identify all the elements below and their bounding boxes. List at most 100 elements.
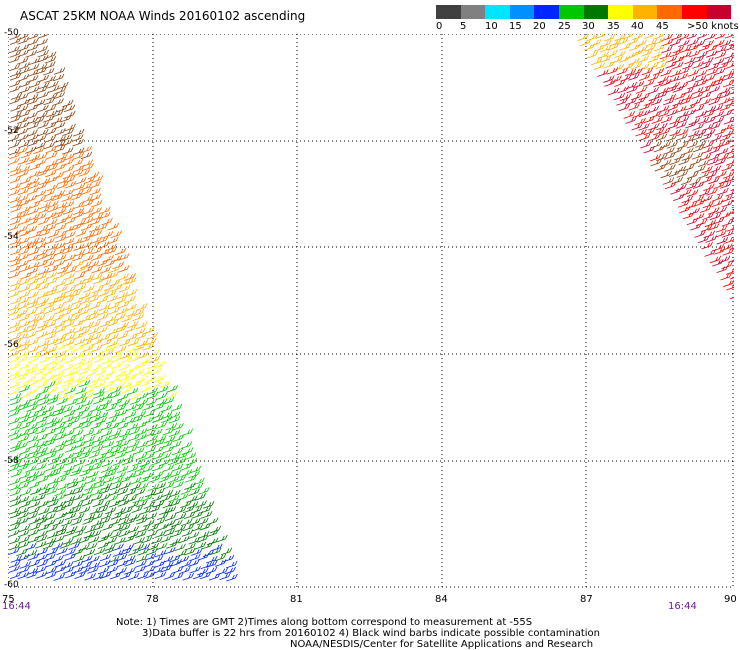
- wind-barb: [683, 163, 695, 172]
- wind-barb: [68, 416, 80, 425]
- note-line-2: 3)Data buffer is 22 hrs from 20160102 4)…: [142, 628, 600, 639]
- wind-barb: [61, 561, 74, 569]
- wind-barb: [698, 171, 710, 179]
- wind-barb: [44, 553, 56, 562]
- wind-barb: [692, 61, 704, 69]
- wind-barb: [51, 378, 63, 387]
- wind-barb: [19, 399, 31, 407]
- wind-barb: [688, 117, 701, 126]
- wind-barb: [27, 411, 40, 419]
- wind-barb: [691, 152, 704, 160]
- wind-speed-color-scale: [436, 5, 732, 19]
- wind-barb: [99, 266, 111, 274]
- wind-barb: [35, 571, 48, 579]
- wind-barb: [9, 453, 22, 462]
- wind-barb: [662, 177, 675, 185]
- wind-barb: [185, 458, 197, 466]
- wind-barb: [10, 279, 22, 287]
- wind-barb: [595, 34, 606, 39]
- wind-barb: [684, 102, 696, 111]
- wind-barb: [635, 39, 647, 47]
- wind-barb: [98, 289, 110, 297]
- wind-barb: [163, 435, 176, 444]
- wind-barb: [8, 372, 21, 381]
- wind-barb: [625, 97, 637, 106]
- legend-label: 20: [533, 21, 546, 32]
- wind-barb: [698, 188, 711, 197]
- wind-barb: [55, 217, 68, 225]
- wind-barb: [622, 34, 634, 40]
- wind-barb: [101, 217, 113, 226]
- wind-barb: [696, 34, 708, 39]
- wind-barb: [648, 122, 660, 131]
- wind-barb: [686, 189, 699, 197]
- wind-barb: [37, 74, 50, 83]
- wind-barb: [37, 34, 48, 39]
- latitude-label: -60: [4, 580, 19, 590]
- wind-barb: [10, 104, 22, 112]
- wind-barb: [103, 283, 116, 292]
- wind-barb: [135, 428, 148, 436]
- wind-barb: [118, 300, 130, 309]
- wind-barb: [90, 246, 103, 255]
- wind-barb: [603, 60, 615, 69]
- wind-barb: [143, 409, 156, 418]
- wind-barb: [704, 80, 717, 88]
- wind-barb: [96, 505, 109, 514]
- wind-barb: [16, 332, 29, 341]
- wind-barb: [46, 338, 59, 346]
- wind-barb: [87, 308, 99, 317]
- wind-barb: [121, 314, 133, 323]
- wind-barb: [663, 147, 675, 155]
- wind-barb: [10, 433, 22, 441]
- wind-barb: [210, 547, 222, 556]
- wind-barb: [678, 34, 690, 41]
- wind-barb: [197, 531, 210, 539]
- wind-barb: [141, 368, 154, 377]
- wind-barb: [635, 86, 648, 94]
- wind-barb: [72, 362, 84, 370]
- wind-barb: [132, 495, 144, 504]
- wind-barb: [73, 164, 85, 172]
- wind-barb: [17, 194, 29, 203]
- wind-barb: [722, 248, 734, 256]
- wind-barb: [724, 34, 734, 39]
- wind-barb: [685, 120, 697, 129]
- wind-barb: [110, 230, 122, 239]
- wind-barb: [713, 67, 726, 76]
- wind-barb: [98, 493, 111, 501]
- wind-barb: [110, 284, 123, 292]
- wind-barb: [34, 308, 46, 316]
- wind-barb: [9, 506, 21, 515]
- wind-barb: [669, 116, 681, 125]
- wind-barb: [72, 188, 84, 197]
- wind-barb: [73, 435, 85, 444]
- wind-barb: [208, 572, 221, 581]
- wind-barb: [36, 380, 49, 388]
- wind-barb: [90, 207, 102, 215]
- wind-barb: [180, 487, 192, 495]
- wind-barb: [90, 236, 103, 244]
- wind-barb: [132, 543, 145, 551]
- wind-barb: [650, 98, 663, 106]
- wind-barb: [152, 415, 164, 423]
- wind-barb: [114, 313, 126, 321]
- wind-barb: [45, 566, 57, 575]
- wind-barb: [671, 146, 683, 155]
- wind-barb: [644, 34, 655, 39]
- wind-barb: [679, 45, 692, 53]
- wind-barb: [61, 405, 73, 414]
- wind-barb: [54, 235, 67, 243]
- wind-barb: [137, 548, 149, 556]
- wind-barb: [27, 277, 40, 286]
- wind-barb: [64, 457, 77, 466]
- wind-barb: [84, 483, 96, 491]
- wind-barb: [63, 272, 75, 281]
- wind-barb: [686, 217, 699, 226]
- wind-barb: [46, 524, 58, 533]
- wind-barb: [10, 200, 23, 209]
- wind-barbs: [8, 34, 734, 582]
- wind-barb: [668, 169, 681, 177]
- wind-barb: [64, 349, 76, 357]
- wind-barb: [98, 435, 111, 444]
